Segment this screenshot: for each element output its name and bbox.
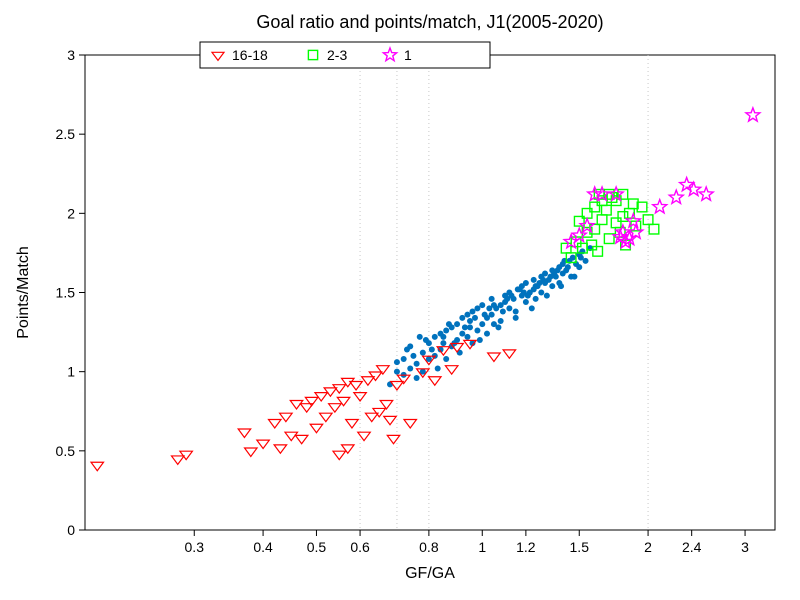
x-tick-label: 2 <box>644 539 652 555</box>
legend-label: 2-3 <box>327 47 347 63</box>
x-tick-label: 2.4 <box>682 539 702 555</box>
x-tick-label: 0.4 <box>253 539 273 555</box>
legend: 16-18 2-3 1 <box>200 42 490 68</box>
y-tick-label: 2 <box>67 205 75 221</box>
x-tick-label: 1 <box>478 539 486 555</box>
legend-label: 16-18 <box>232 47 268 63</box>
x-tick-label: 0.8 <box>419 539 439 555</box>
scatter-chart: 0.3 0.4 0.5 0.6 0.8 1 1.2 1.5 2 2.4 3 0 0.5 1 1.5 2 2.5 3… <box>0 0 800 600</box>
legend-label: 1 <box>404 47 412 63</box>
x-tick-label: 1.2 <box>516 539 536 555</box>
chart-svg: 0.3 0.4 0.5 0.6 0.8 1 1.2 1.5 2 2.4 3 0 0.5 1 1.5 2 2.5 3… <box>0 0 800 600</box>
y-tick-label: 1 <box>67 364 75 380</box>
x-tick-label: 0.3 <box>185 539 205 555</box>
x-axis-label: GF/GA <box>405 565 455 582</box>
y-tick-label: 0.5 <box>56 443 76 459</box>
y-tick-label: 1.5 <box>56 285 76 301</box>
y-tick-label: 3 <box>67 47 75 63</box>
x-tick-label: 1.5 <box>570 539 590 555</box>
y-axis-label: Points/Match <box>15 246 32 338</box>
x-tick-label: 3 <box>741 539 749 555</box>
y-tick-label: 0 <box>67 522 75 538</box>
chart-title: Goal ratio and points/match, J1(2005-202… <box>256 12 603 32</box>
x-tick-label: 0.6 <box>350 539 370 555</box>
y-tick-label: 2.5 <box>56 126 76 142</box>
x-tick-label: 0.5 <box>307 539 327 555</box>
